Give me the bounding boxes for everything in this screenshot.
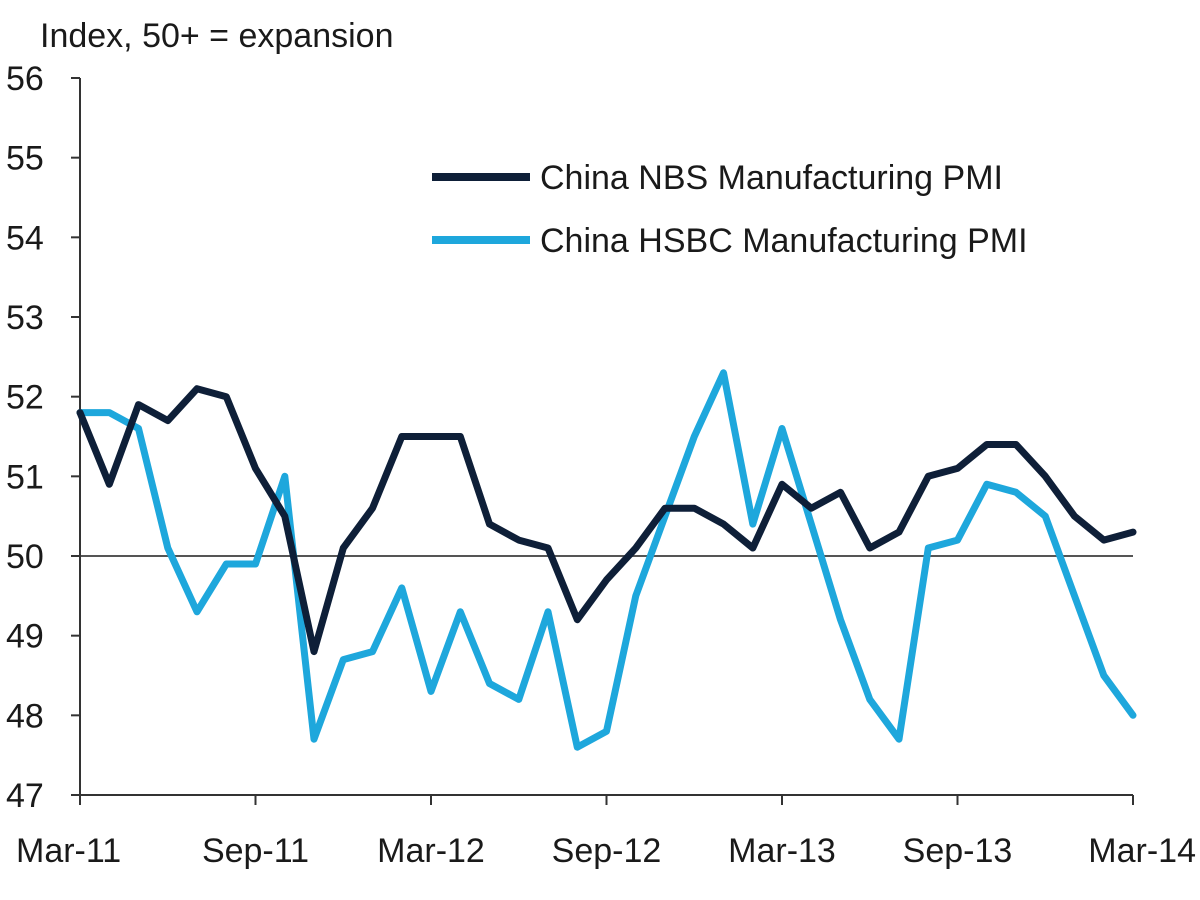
y-tick-label: 54: [6, 219, 44, 257]
x-tick-label: Mar-13: [728, 832, 836, 870]
series-lines: [76, 369, 1137, 751]
x-tick-label: Mar-11: [16, 832, 121, 870]
y-axis-title: Index, 50+ = expansion: [40, 17, 394, 55]
x-tick-label: Mar-12: [377, 832, 485, 870]
y-tick-label: 53: [6, 299, 44, 337]
y-tick-label: 47: [6, 777, 44, 815]
x-tick-label: Sep-11: [202, 832, 309, 870]
y-tick-label: 51: [6, 458, 44, 496]
series-line-nbs: [76, 385, 1137, 656]
y-tick-label: 56: [6, 60, 44, 98]
legend-label: China HSBC Manufacturing PMI: [540, 222, 1028, 260]
x-tick-label: Sep-12: [552, 832, 662, 870]
y-tick-label: 50: [6, 538, 44, 576]
y-tick-label: 52: [6, 379, 44, 417]
legend-label: China NBS Manufacturing PMI: [540, 159, 1003, 197]
x-tick-label: Sep-13: [903, 832, 1013, 870]
x-tick-label: Mar-14: [1088, 832, 1196, 870]
series-line-hsbc: [76, 369, 1137, 751]
y-tick-label: 48: [6, 697, 44, 735]
legend: China NBS Manufacturing PMI China HSBC Ma…: [432, 159, 1028, 260]
x-axis-ticks: Mar-11 Sep-11 Mar-12 Sep-12 Mar-13 Sep-13 Mar-…: [16, 795, 1196, 870]
y-tick-label: 55: [6, 140, 44, 178]
y-tick-label: 49: [6, 618, 44, 656]
y-axis-ticks: 47 48 49 50 51 52 53 54 55 56: [6, 60, 80, 815]
